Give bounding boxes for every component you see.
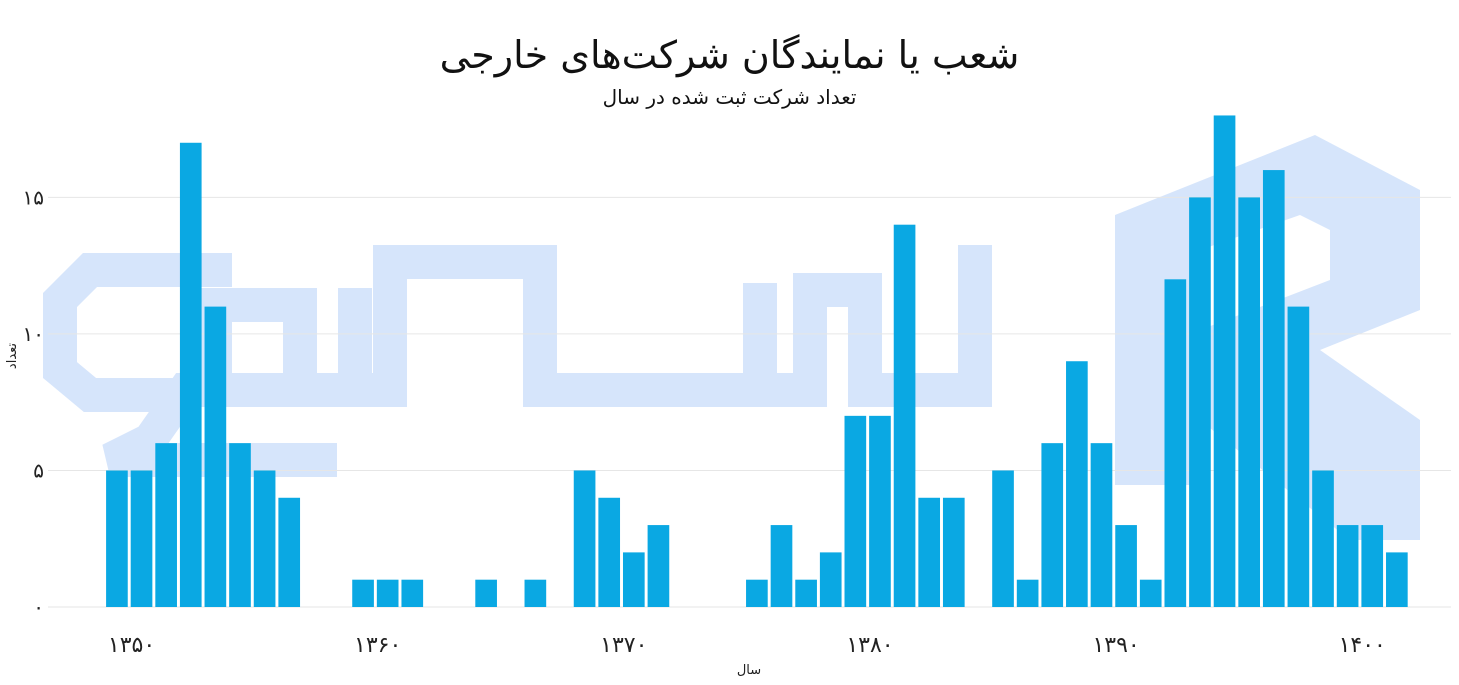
bar-1373 xyxy=(647,525,670,607)
x-axis-title: سال xyxy=(737,663,761,678)
bar-1377 xyxy=(746,579,768,607)
bar-1361 xyxy=(352,579,374,607)
bar-1391 xyxy=(1090,443,1113,607)
bar-1388 xyxy=(1016,579,1039,607)
bar-1370 xyxy=(573,470,596,607)
y-tick-label-0: ۰ xyxy=(33,595,44,619)
bar-1399 xyxy=(1287,306,1310,607)
y-axis-title: تعداد xyxy=(5,343,20,369)
bar-1393 xyxy=(1139,579,1162,607)
bar-1400 xyxy=(1312,470,1334,607)
y-tick-label-2: ۱۰ xyxy=(23,322,44,346)
x-tick-label-5: ۱۴۰۰ xyxy=(1339,633,1386,658)
bar-1384 xyxy=(918,497,941,607)
x-tick-label-2: ۱۳۷۰ xyxy=(600,633,647,658)
bar-1403 xyxy=(1386,552,1408,607)
bar-1396 xyxy=(1213,115,1236,607)
y-tick-label-3: ۱۵ xyxy=(23,185,44,209)
bar-1394 xyxy=(1164,279,1187,607)
bar-1366 xyxy=(475,579,497,607)
bar-1362 xyxy=(376,579,399,607)
bar-1385 xyxy=(942,497,965,607)
bar-1401 xyxy=(1336,525,1359,607)
x-tick-label-4: ۱۳۹۰ xyxy=(1092,633,1139,658)
bar-1371 xyxy=(598,497,621,607)
bar-1382 xyxy=(869,415,891,607)
x-axis-ticks: ۱۳۵۰ ۱۳۶۰ ۱۳۷۰ ۱۳۸۰ ۱۳۹۰ ۱۴۰۰ xyxy=(108,633,1386,658)
chart-subtitle: تعداد شرکت ثبت شده در سال xyxy=(602,85,857,109)
bar-1357 xyxy=(253,470,276,607)
bar-1397 xyxy=(1238,197,1260,607)
bar-1390 xyxy=(1066,361,1088,607)
bar-1358 xyxy=(278,497,301,607)
bar-1380 xyxy=(819,552,842,607)
bar-1351 xyxy=(106,470,128,607)
bar-1372 xyxy=(622,552,645,607)
bar-1379 xyxy=(795,579,817,607)
bar-1398 xyxy=(1262,170,1285,608)
x-tick-label-0: ۱۳۵۰ xyxy=(108,633,155,658)
y-axis-ticks: ۰ ۵ ۱۰ ۱۵ xyxy=(23,185,44,619)
bar-1353 xyxy=(155,443,177,607)
bar-1389 xyxy=(1041,443,1064,607)
bar-1392 xyxy=(1115,525,1137,607)
x-tick-label-3: ۱۳۸۰ xyxy=(846,633,893,658)
bar-1356 xyxy=(229,443,251,607)
bar-1381 xyxy=(844,415,867,607)
bar-1363 xyxy=(401,579,424,607)
bar-1368 xyxy=(524,579,547,607)
bars xyxy=(106,115,1408,608)
bar-1387 xyxy=(992,470,1014,607)
y-tick-label-1: ۵ xyxy=(33,458,44,482)
bar-1383 xyxy=(893,224,916,607)
bar-1378 xyxy=(770,525,793,607)
bar-1354 xyxy=(179,142,202,607)
bar-1352 xyxy=(130,470,153,607)
bar-1402 xyxy=(1361,525,1384,607)
chart-title: شعب یا نمایندگان شرکت‌های خارجی xyxy=(439,33,1020,77)
x-tick-label-1: ۱۳۶۰ xyxy=(354,633,401,658)
bar-1395 xyxy=(1189,197,1211,607)
bar-1355 xyxy=(204,306,227,607)
